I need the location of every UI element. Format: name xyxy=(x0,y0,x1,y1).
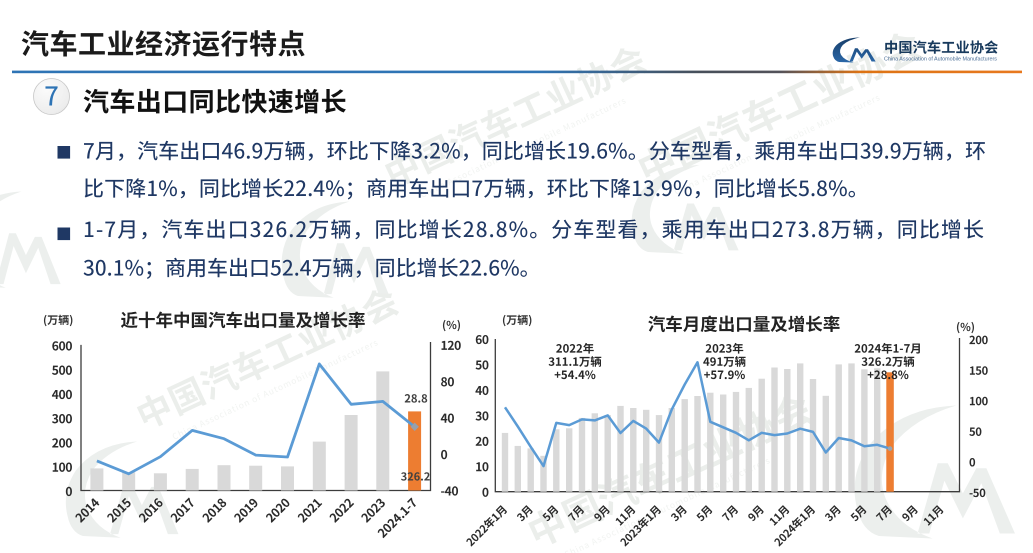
svg-text:China Association of Automobil: China Association of Automobile Manufact… xyxy=(884,57,997,63)
